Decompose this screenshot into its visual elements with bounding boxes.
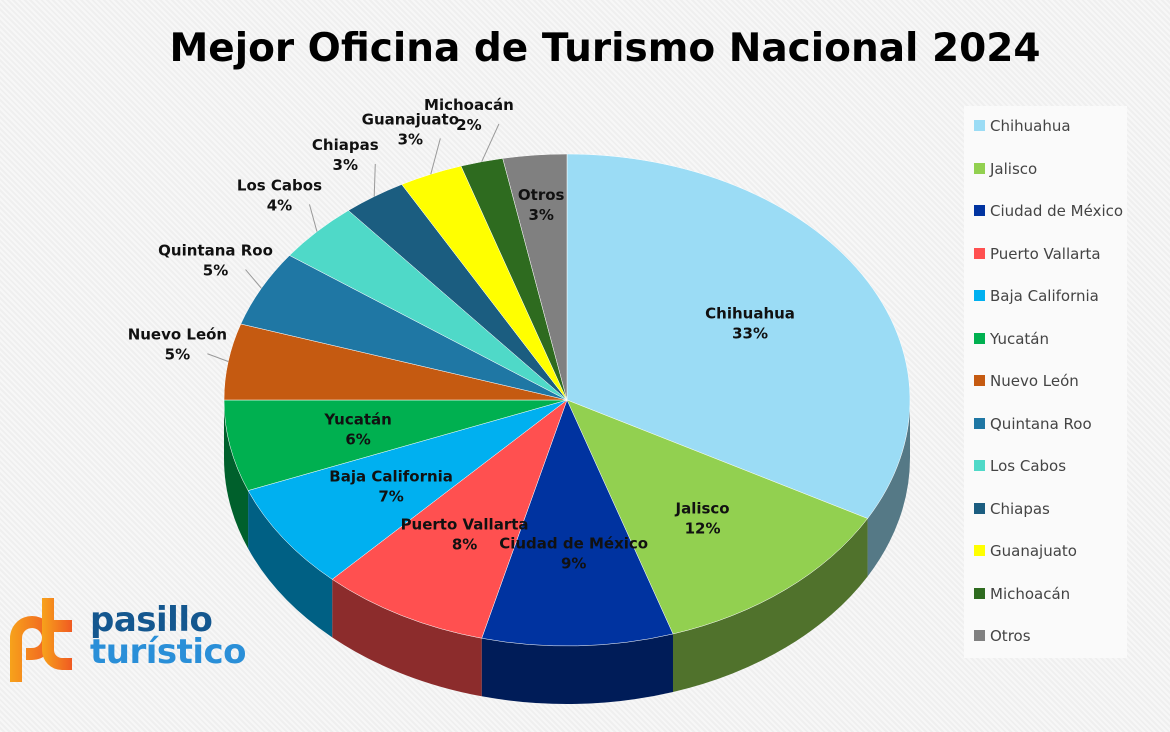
slice-value-label: 3% [398, 130, 423, 148]
leader-line [430, 138, 441, 175]
legend-label: Puerto Vallarta [990, 244, 1101, 263]
slice-value-label: 2% [456, 116, 481, 134]
legend-item: Michoacán [974, 585, 1070, 603]
slice-value-label: 3% [528, 206, 553, 224]
slice-value-label: 5% [165, 346, 190, 364]
slice-category-label: Ciudad de México [499, 534, 648, 552]
legend-swatch [974, 587, 985, 599]
pie-slice [566, 399, 868, 635]
legend-label: Guanajuato [990, 542, 1077, 560]
pie-side-2 [481, 633, 673, 705]
logo-line2: turístico [90, 632, 247, 672]
legend-swatch [974, 290, 985, 301]
legend-item: Chihuahua [974, 117, 1071, 135]
pie-top [223, 153, 911, 647]
legend-swatch [974, 375, 985, 386]
legend-label: Nuevo León [990, 372, 1079, 390]
pie-slice [481, 399, 674, 647]
leader-line [481, 123, 500, 162]
legend-swatch [974, 332, 985, 344]
legend-swatch [974, 162, 985, 174]
slice-category-label: Nuevo León [128, 326, 227, 344]
legend-item: Jalisco [974, 160, 1037, 178]
slice-category-label: Otros [518, 186, 565, 204]
legend-item: Ciudad de México [974, 202, 1123, 220]
legend-label: Chiapas [990, 499, 1050, 518]
legend-item: Yucatán [974, 330, 1049, 348]
leader-line [308, 204, 318, 232]
slice-category-label: Chihuahua [705, 304, 795, 322]
legend-label: Chihuahua [990, 117, 1071, 135]
pie-side-1 [672, 518, 868, 692]
legend-swatch [974, 205, 985, 216]
pie-slice [502, 153, 568, 401]
legend-swatch [974, 502, 985, 514]
legend-swatch [974, 417, 985, 429]
legend-label: Yucatán [990, 329, 1049, 348]
slice-value-label: 8% [452, 536, 477, 554]
slice-value-label: 12% [685, 520, 721, 538]
pie-sides [224, 400, 910, 705]
slice-category-label: Yucatán [323, 411, 391, 429]
legend-swatch [974, 630, 985, 641]
slice-value-label: 33% [732, 324, 768, 342]
leader-line [207, 353, 229, 362]
legend-swatch [974, 460, 985, 471]
legend-item: Puerto Vallarta [974, 245, 1101, 263]
leader-line [245, 269, 262, 289]
legend-swatch [974, 545, 985, 556]
pie-side-0 [867, 400, 910, 577]
pie-slice [247, 399, 568, 580]
legend-item: Los Cabos [974, 457, 1066, 475]
legend-item: Baja California [974, 287, 1099, 305]
pie-side-5 [224, 400, 249, 549]
pie-slice [331, 399, 568, 639]
legend: Chihuahua Jalisco Ciudad de México Puerto V… [964, 106, 1127, 658]
logo: pasillo turístico [6, 594, 247, 690]
slice-category-label: Baja California [329, 468, 453, 486]
legend-item: Nuevo León [974, 372, 1079, 390]
legend-item: Guanajuato [974, 542, 1077, 560]
legend-item: Quintana Roo [974, 415, 1092, 433]
slice-value-label: 3% [333, 156, 358, 174]
slice-value-label: 7% [378, 488, 403, 506]
slice-category-label: Michoacán [424, 96, 514, 114]
slice-value-label: 6% [345, 431, 370, 449]
slice-category-label: Chiapas [312, 136, 379, 154]
slice-value-label: 5% [203, 262, 228, 280]
pt-logo-icon [10, 598, 72, 682]
slice-value-label: 9% [561, 554, 586, 572]
legend-label: Jalisco [990, 159, 1038, 178]
slice-category-label: Puerto Vallarta [401, 516, 529, 534]
legend-label: Baja California [990, 287, 1099, 305]
slice-category-label: Los Cabos [237, 176, 322, 194]
pie-side-4 [248, 490, 333, 638]
legend-label: Ciudad de México [990, 202, 1124, 220]
legend-label: Quintana Roo [990, 414, 1092, 433]
legend-swatch [974, 120, 985, 131]
legend-label: Los Cabos [990, 457, 1067, 475]
pie-chart: Chihuahua 33% Jalisco 12% Ciudad de México 9%… [128, 96, 911, 705]
legend-swatch [974, 247, 985, 259]
slice-category-label: Guanajuato [362, 110, 459, 128]
leader-line [373, 164, 376, 197]
pie-slice [223, 399, 568, 491]
legend-item: Otros [974, 627, 1031, 645]
logo-line1: pasillo [90, 600, 213, 640]
slice-category-label: Jalisco [674, 500, 729, 518]
chart-title: Mejor Oficina de Turismo Nacional 2024 [169, 26, 1041, 71]
pie-slice [566, 153, 911, 519]
legend-label: Otros [990, 627, 1031, 645]
pie-side-3 [332, 579, 482, 697]
slice-category-label: Quintana Roo [158, 242, 273, 260]
legend-label: Michoacán [990, 584, 1071, 603]
legend-item: Chiapas [974, 500, 1050, 518]
slice-value-label: 4% [267, 196, 292, 214]
pie-labels: Chihuahua 33% Jalisco 12% Ciudad de México 9%… [128, 96, 795, 572]
